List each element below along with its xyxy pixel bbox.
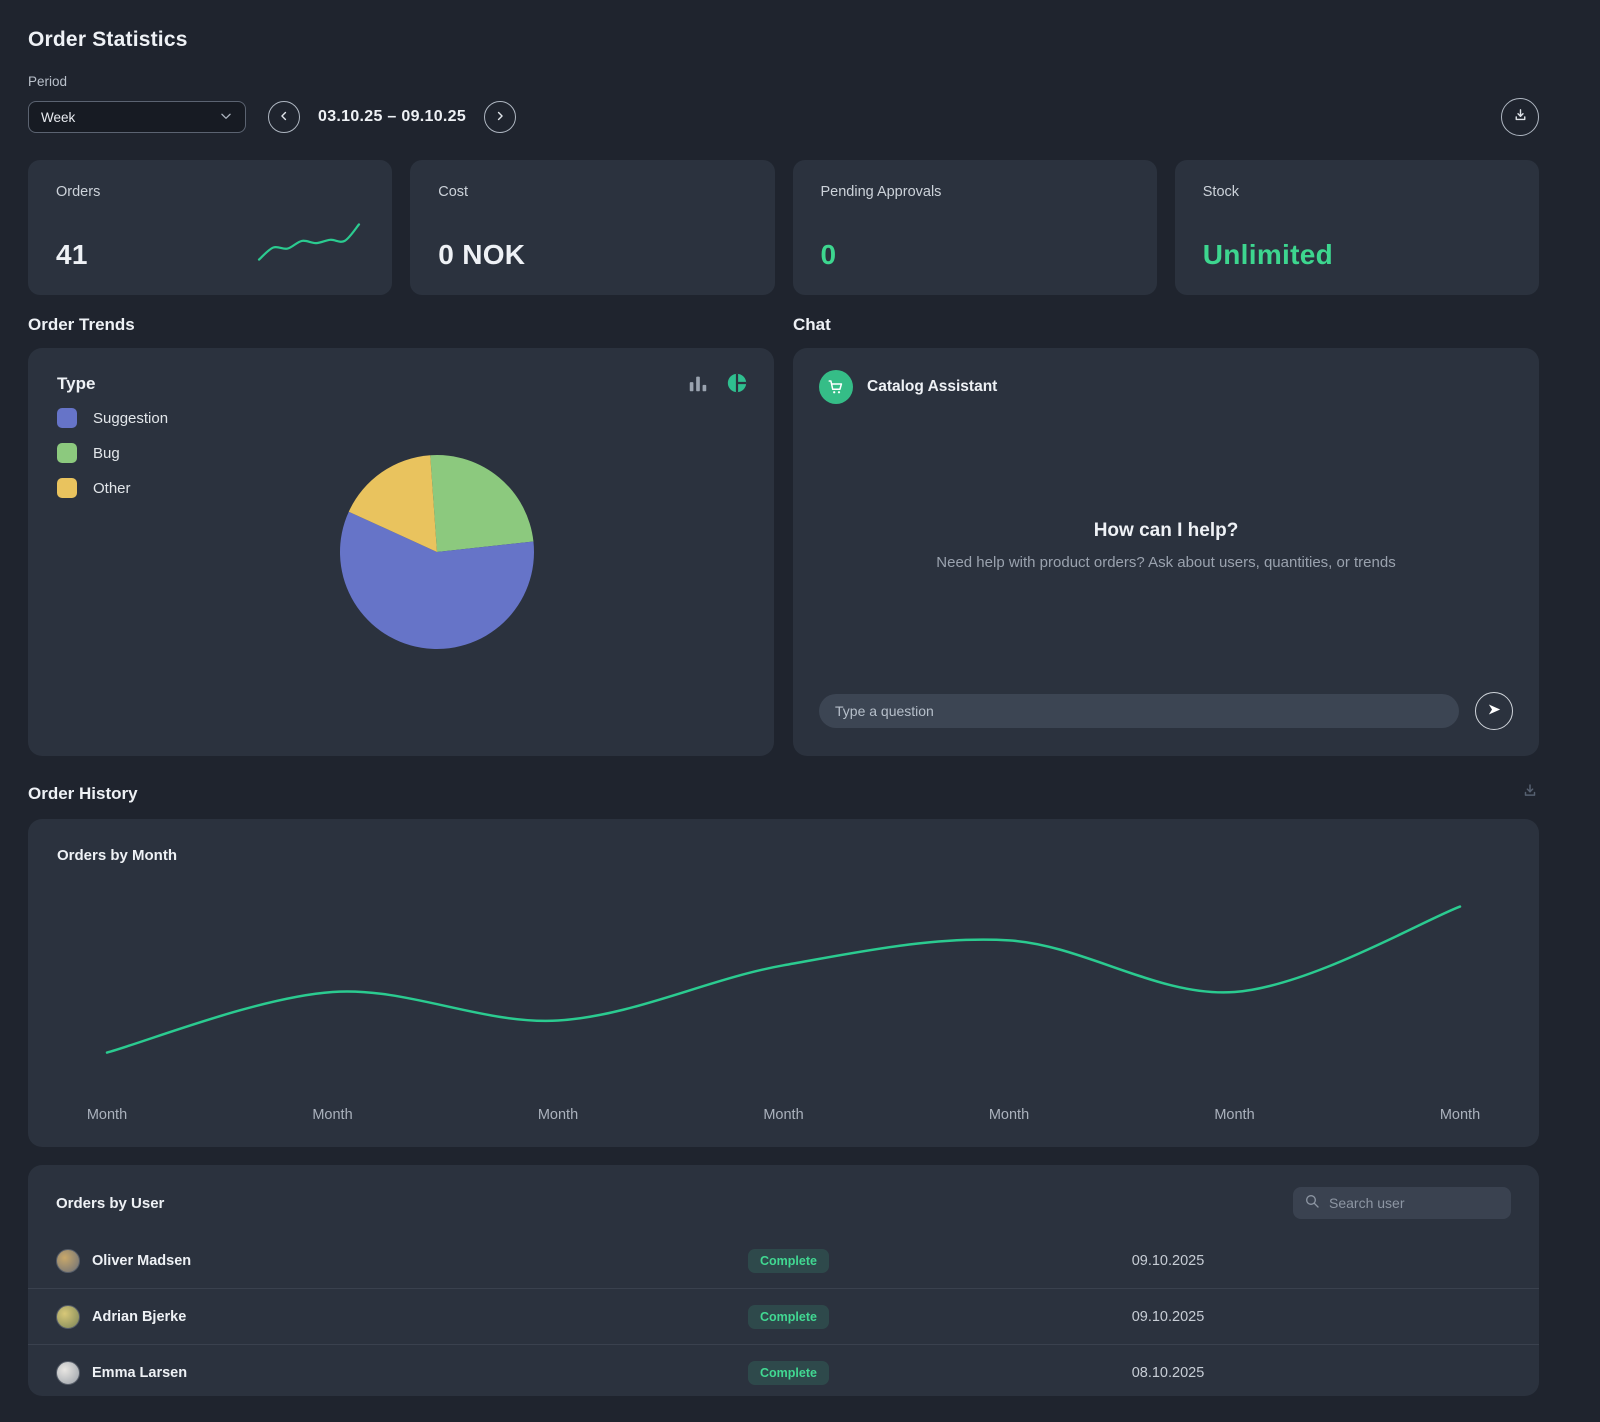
chat-input-row	[819, 692, 1513, 730]
orders-by-user-header: Orders by User	[28, 1187, 1539, 1219]
order-history-heading: Order History	[28, 783, 138, 803]
chevron-right-icon	[493, 109, 507, 126]
chat-header: Catalog Assistant	[819, 370, 997, 404]
legend-swatch	[57, 443, 77, 463]
chart-type-toggles	[687, 372, 748, 394]
status-badge: Complete	[748, 1304, 829, 1329]
stat-label: Orders	[56, 184, 101, 200]
month-axis-label: Month	[1214, 1107, 1255, 1123]
order-date: 09.10.2025	[1131, 1308, 1205, 1325]
legend-item-bug: Bug	[57, 443, 168, 463]
stat-card-pending-approvals: Pending Approvals 0	[792, 160, 1157, 295]
month-axis-label: Month	[763, 1107, 804, 1123]
user-name: Emma Larsen	[92, 1364, 188, 1381]
legend-label: Other	[93, 479, 131, 497]
chat-greeting: How can I help?	[1093, 520, 1239, 541]
table-row[interactable]: Emma Larsen Complete 08.10.2025	[28, 1345, 1539, 1396]
stat-card-stock: Stock Unlimited	[1174, 160, 1539, 295]
middle-section: Order Trends Type Suggestion	[28, 315, 1539, 756]
date-navigation: 03.10.25 – 09.10.25	[268, 101, 517, 133]
chat-subtitle: Need help with product orders? Ask about…	[936, 554, 1396, 571]
download-icon[interactable]	[1521, 782, 1539, 805]
legend-item-suggestion: Suggestion	[57, 408, 168, 428]
period-select-value: Week	[41, 109, 76, 125]
legend-label: Suggestion	[93, 409, 169, 427]
user-name: Adrian Bjerke	[92, 1308, 187, 1325]
pie-chart-icon[interactable]	[726, 372, 748, 394]
orders-by-month-line-chart	[105, 905, 1462, 1054]
chevron-down-icon	[219, 109, 233, 126]
stat-label: Cost	[438, 184, 469, 200]
stat-value: Unlimited	[1202, 239, 1334, 270]
period-label: Period	[28, 74, 68, 89]
table-row[interactable]: Oliver Madsen Complete 09.10.2025	[28, 1233, 1539, 1289]
orders-by-month-card: Orders by Month Month Month Month Month …	[28, 819, 1539, 1147]
month-axis-label: Month	[988, 1107, 1030, 1123]
order-trends-heading: Order Trends	[28, 315, 135, 334]
status-badge: Complete	[748, 1360, 829, 1385]
orders-by-month-title: Orders by Month	[57, 847, 178, 864]
stat-value: 0 NOK	[438, 239, 526, 270]
chevron-left-icon	[277, 109, 291, 126]
legend-swatch	[57, 408, 77, 428]
date-range: 03.10.25 – 09.10.25	[318, 108, 467, 125]
avatar	[56, 1304, 80, 1329]
status-badge: Complete	[748, 1248, 829, 1273]
stat-cards: Orders 41 Cost 0 NOK Pending Approvals 0…	[28, 160, 1539, 295]
assistant-name: Catalog Assistant	[867, 378, 998, 395]
previous-period-button[interactable]	[268, 101, 300, 133]
order-history-heading-row: Order History	[28, 782, 1539, 805]
order-date: 09.10.2025	[1131, 1252, 1205, 1269]
legend-label: Bug	[93, 444, 120, 462]
month-axis-label: Month	[312, 1107, 353, 1123]
chat-column: Chat Catalog Assistant How can I help? N…	[793, 315, 1539, 756]
chat-empty-state: How can I help? Need help with product o…	[793, 520, 1539, 571]
month-axis-label: Month	[537, 1107, 579, 1123]
next-period-button[interactable]	[484, 101, 517, 133]
legend-item-other: Other	[57, 478, 168, 498]
stat-value: 41	[56, 239, 88, 270]
chat-heading: Chat	[793, 315, 831, 334]
chat-card: Catalog Assistant How can I help? Need h…	[793, 348, 1539, 756]
download-icon	[1512, 107, 1529, 127]
user-search-box	[1293, 1187, 1511, 1219]
month-axis-labels: Month Month Month Month Month Month Mont…	[28, 1107, 1539, 1123]
chat-question-input[interactable]	[819, 694, 1459, 728]
orders-by-user-title: Orders by User	[56, 1194, 165, 1212]
order-date: 08.10.2025	[1131, 1364, 1205, 1381]
period-controls: Week 03.10.25 – 09.10.25	[28, 98, 1539, 136]
stat-card-cost: Cost 0 NOK	[410, 160, 775, 295]
pie-legend: Suggestion Bug Other	[57, 408, 168, 498]
page-title: Order Statistics	[28, 28, 188, 51]
stat-label: Stock	[1202, 184, 1240, 200]
search-user-input[interactable]	[1329, 1195, 1510, 1211]
month-axis-label: Month	[86, 1107, 128, 1123]
send-icon	[1486, 701, 1503, 721]
send-button[interactable]	[1475, 692, 1513, 730]
order-trends-card: Type Suggestion Bug	[28, 348, 774, 756]
export-download-button[interactable]	[1501, 98, 1539, 136]
period-select[interactable]: Week	[28, 101, 246, 133]
stat-value: 0	[820, 239, 837, 270]
month-axis-label: Month	[1439, 1107, 1481, 1123]
stat-card-orders: Orders 41	[28, 160, 393, 295]
avatar	[56, 1248, 80, 1273]
order-trends-column: Order Trends Type Suggestion	[28, 315, 774, 756]
cart-icon	[819, 370, 853, 404]
trends-card-title: Type	[57, 374, 96, 393]
orders-by-user-rows: Oliver Madsen Complete 09.10.2025 Adrian…	[28, 1233, 1539, 1396]
orders-sparkline	[258, 223, 361, 261]
legend-swatch	[57, 478, 77, 498]
order-type-pie-chart	[340, 455, 534, 649]
stat-label: Pending Approvals	[820, 184, 942, 200]
search-icon	[1304, 1193, 1320, 1214]
orders-by-user-card: Orders by User Oliver Madsen Complete 09…	[28, 1165, 1539, 1396]
bar-chart-icon[interactable]	[687, 372, 709, 394]
user-name: Oliver Madsen	[92, 1252, 192, 1269]
avatar	[56, 1360, 80, 1385]
table-row[interactable]: Adrian Bjerke Complete 09.10.2025	[28, 1289, 1539, 1345]
